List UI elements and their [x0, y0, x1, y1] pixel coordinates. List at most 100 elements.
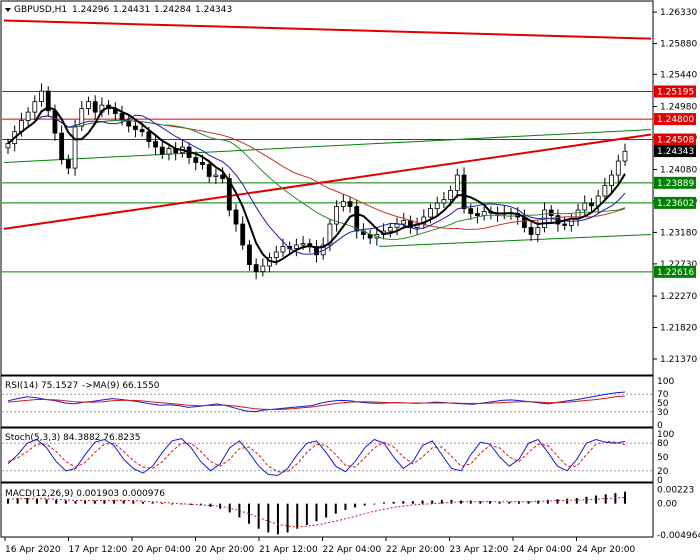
osc-series-line [7, 438, 626, 476]
x-tick-label: 24 Apr 04:00 [513, 545, 572, 555]
macd-histogram-bar [354, 503, 357, 508]
osc-tick-label: 0 [657, 421, 663, 431]
macd-histogram-bar [325, 503, 328, 518]
trendline-support [379, 234, 652, 247]
macd-histogram-bar [113, 499, 116, 504]
bear-candle [240, 223, 246, 246]
macd-histogram-bar [460, 500, 463, 504]
osc-series-line [7, 391, 626, 413]
y-tick-label: 1.25440 [660, 70, 697, 80]
x-tick-label: 22 Apr 04:00 [323, 545, 382, 555]
macd-histogram-bar [7, 498, 9, 504]
bull-candle [535, 227, 541, 235]
macd-histogram-bar [276, 503, 279, 535]
x-tick-label: 20 Apr 04:00 [132, 545, 191, 555]
macd-histogram-bar [45, 499, 48, 504]
macd-histogram-bar [624, 491, 626, 504]
bull-candle [387, 227, 393, 232]
price-tag-support [654, 265, 696, 278]
x-tick-label: 23 Apr 12:00 [450, 545, 509, 555]
osc-tick-label: 30 [657, 408, 669, 418]
bull-candle [622, 150, 628, 162]
osc-tick-label: 50 [657, 399, 669, 409]
macd-histogram-bar [305, 503, 308, 525]
price-tag-resistance [654, 85, 696, 98]
osc-tick-label: 50 [657, 453, 669, 463]
price-tag-resistance [654, 113, 696, 126]
y-tick-label: 1.21370 [660, 355, 697, 365]
macd-histogram-bar [411, 501, 414, 504]
x-tick-label: 16 Apr 2020 [5, 545, 61, 555]
macd-histogram-bar [64, 500, 67, 504]
stoch-panel-frame [0, 427, 654, 483]
bear-candle [153, 141, 158, 148]
bull-candle [86, 101, 91, 110]
bear-candle [226, 178, 232, 211]
open-value: 1.24296 [72, 5, 109, 15]
bull-candle [5, 143, 11, 149]
bull-candle [327, 223, 333, 246]
macd-histogram-bar [392, 501, 395, 504]
y-tick-label: 1.22730 [660, 260, 697, 270]
bear-candle [548, 209, 554, 217]
trendline-resistance [3, 19, 652, 40]
macd-histogram-bar [74, 501, 77, 504]
macd-histogram-bar [546, 499, 549, 504]
y-tick-label: 1.22270 [660, 292, 697, 302]
bull-candle [32, 101, 38, 113]
macd-histogram-bar [190, 503, 193, 505]
price-tag-label: 1.23602 [657, 199, 694, 209]
trendline-resistance [3, 133, 652, 230]
macd-histogram-bar [315, 503, 318, 522]
bear-candle [314, 246, 319, 256]
macd-histogram-bar [344, 503, 347, 510]
macd-histogram-bar [517, 501, 520, 504]
price-tag-label: 1.22616 [657, 268, 694, 278]
rsi-title: RSI(14) 75.1527 [5, 381, 78, 391]
osc-tick-label: 20 [657, 467, 669, 477]
bear-candle [65, 159, 71, 169]
x-tick-label: 20 Apr 20:00 [196, 545, 255, 555]
bull-candle [428, 208, 433, 218]
bear-candle [133, 125, 138, 130]
bull-candle [300, 243, 306, 246]
close-value: 1.24343 [195, 5, 232, 15]
bull-candle [320, 244, 326, 256]
bull-candle [582, 202, 588, 211]
macd-histogram-bar [556, 499, 559, 504]
bull-candle [39, 90, 44, 103]
ma-mid-blue-line [7, 114, 626, 255]
bull-candle [609, 174, 614, 186]
dropdown-arrow-icon[interactable] [5, 8, 11, 12]
macd-histogram-bar [103, 499, 106, 504]
bull-candle [441, 199, 447, 204]
price-tag-resistance [654, 133, 696, 146]
bull-candle [260, 265, 266, 272]
y-tick-label: 1.26330 [660, 8, 697, 18]
osc-series-line [7, 440, 626, 473]
x-tick-label: 21 Apr 12:00 [259, 545, 318, 555]
price-tag-label: 1.24508 [657, 136, 694, 146]
macd-histogram-bar [209, 503, 212, 507]
macd-histogram-bar [334, 503, 337, 514]
osc-tick-label: 0 [657, 476, 663, 486]
price-panel-frame [0, 0, 654, 376]
bear-candle [562, 223, 568, 226]
macd-histogram-bar [16, 498, 19, 504]
price-tag-label: 1.24343 [657, 147, 694, 157]
macd-histogram-bar [26, 498, 29, 504]
macd-histogram-bar [527, 501, 530, 504]
price-tag-label: 1.25195 [657, 87, 694, 97]
osc-series-line [7, 395, 626, 411]
macd-histogram-bar [228, 503, 231, 513]
macd-histogram-bar [373, 503, 376, 505]
macd-histogram-bar [55, 499, 58, 504]
bull-candle [602, 185, 608, 197]
bear-candle [193, 157, 199, 163]
rsi-ma-label: ->MA(9) 66.1550 [82, 381, 160, 391]
symbol-label: GBPUSD,H1 [14, 5, 67, 15]
stoch-title: Stoch(5,3,3) 84.3882 76.8235 [5, 433, 140, 443]
bear-candle [139, 129, 145, 133]
bear-candle [220, 174, 226, 179]
